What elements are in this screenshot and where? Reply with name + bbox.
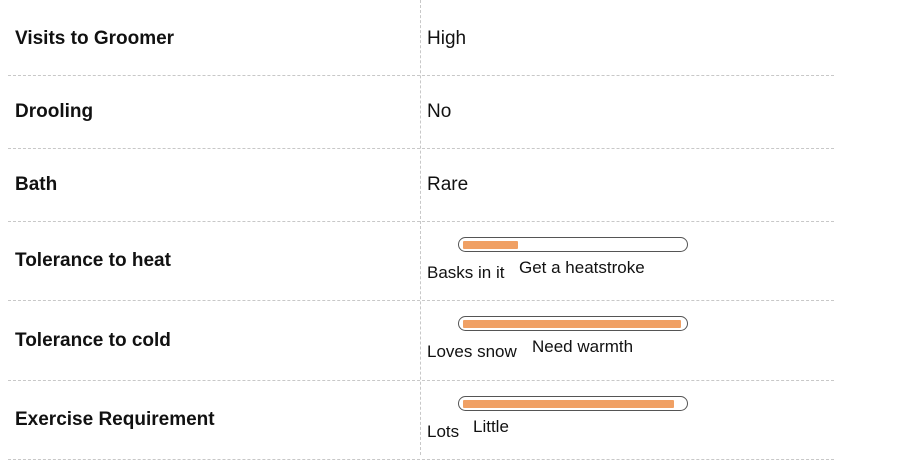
- table-row: Drooling No: [8, 76, 834, 149]
- meter-fill: [463, 320, 681, 328]
- meter-fill: [463, 241, 518, 249]
- meter-fill: [463, 400, 674, 408]
- breed-characteristics-table: Visits to Groomer High Drooling No Bath …: [8, 0, 834, 460]
- meter-high-label: Need warmth: [532, 337, 634, 356]
- column-divider: [420, 0, 421, 455]
- exercise-requirement-meter: [458, 396, 688, 411]
- meter-low-label: Lots: [427, 422, 460, 441]
- table-row: Tolerance to cold Loves snow Need warmth: [8, 301, 834, 381]
- row-label: Exercise Requirement: [15, 409, 215, 430]
- meter-high-label: Get a heatstroke: [519, 258, 645, 277]
- row-value: No: [427, 101, 452, 122]
- row-value: High: [427, 28, 467, 49]
- heat-tolerance-meter: [458, 237, 688, 252]
- row-label: Tolerance to cold: [15, 330, 171, 351]
- table-row: Tolerance to heat Basks in it Get a heat…: [8, 222, 834, 301]
- row-label: Drooling: [15, 101, 94, 122]
- table-row: Exercise Requirement Lots Little: [8, 381, 834, 460]
- row-value: Rare: [427, 174, 469, 195]
- row-label: Tolerance to heat: [15, 250, 171, 271]
- table-row: Visits to Groomer High: [8, 0, 834, 76]
- table-row: Bath Rare: [8, 149, 834, 222]
- meter-low-label: Loves snow: [427, 342, 517, 361]
- row-label: Bath: [15, 174, 58, 195]
- meter-high-label: Little: [473, 417, 509, 436]
- row-label: Visits to Groomer: [15, 28, 175, 49]
- meter-low-label: Basks in it: [427, 263, 505, 282]
- cold-tolerance-meter: [458, 316, 688, 331]
